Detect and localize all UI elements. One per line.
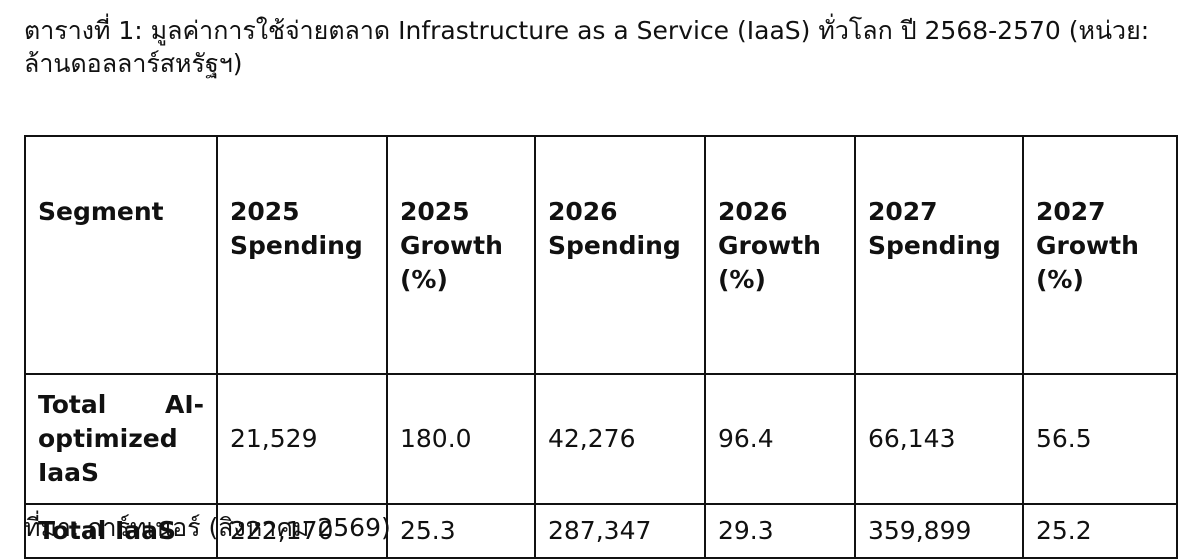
header-2025-growth: 2025 Growth (%) xyxy=(386,135,536,375)
table-row: Total AI-optimized IaaS 21,529 180.0 42,… xyxy=(24,373,1178,505)
growth-2027-cell: 25.2 xyxy=(1022,503,1178,559)
spending-2025-cell: 222,170 xyxy=(216,503,388,559)
growth-2026-cell: 29.3 xyxy=(704,503,856,559)
header-2027-growth: 2027 Growth (%) xyxy=(1022,135,1178,375)
segment-cell: Total IaaS xyxy=(24,503,218,559)
table-caption: ตารางที่ 1: มูลค่าการใช้จ่ายตลาด Infrast… xyxy=(24,16,1150,78)
spending-2027-cell: 66,143 xyxy=(854,373,1024,505)
header-2026-spending: 2026 Spending xyxy=(534,135,706,375)
table-header-row: Segment 2025 Spending 2025 Growth (%) 20… xyxy=(24,135,1178,375)
growth-2027-cell: 56.5 xyxy=(1022,373,1178,505)
growth-2025-cell: 25.3 xyxy=(386,503,536,559)
header-2027-spending: 2027 Spending xyxy=(854,135,1024,375)
header-segment: Segment xyxy=(24,135,218,375)
spending-2025-cell: 21,529 xyxy=(216,373,388,505)
source-note: ที่มา: การ์ทเนอร์ (สิงหาคม 2569) xyxy=(24,513,391,542)
segment-cell: Total AI-optimized IaaS xyxy=(24,373,218,505)
growth-2026-cell: 96.4 xyxy=(704,373,856,505)
iaas-spending-table: Segment 2025 Spending 2025 Growth (%) 20… xyxy=(24,135,1178,559)
header-2026-growth: 2026 Growth (%) xyxy=(704,135,856,375)
growth-2025-cell: 180.0 xyxy=(386,373,536,505)
spending-2026-cell: 42,276 xyxy=(534,373,706,505)
spending-2027-cell: 359,899 xyxy=(854,503,1024,559)
header-2025-spending: 2025 Spending xyxy=(216,135,388,375)
spending-2026-cell: 287,347 xyxy=(534,503,706,559)
